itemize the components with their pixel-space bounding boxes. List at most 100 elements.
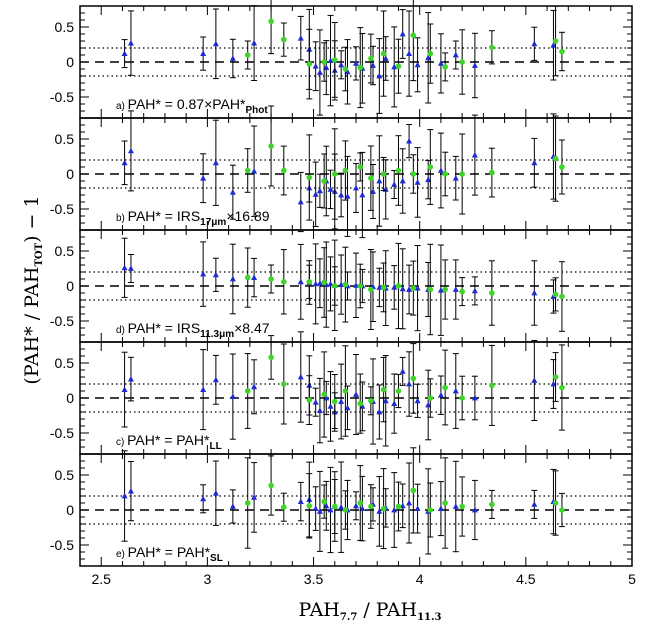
green-point bbox=[268, 143, 274, 149]
panel-label-2: d) PAH* = IRS11.3μm×8.47 bbox=[116, 320, 270, 340]
blue-point bbox=[316, 69, 323, 75]
blue-point bbox=[391, 400, 398, 406]
green-point bbox=[244, 52, 251, 58]
blue-point bbox=[297, 35, 304, 41]
blue-point bbox=[344, 193, 351, 199]
panel-frame bbox=[79, 453, 633, 567]
blue-point bbox=[212, 271, 219, 278]
panel-0: 0.5 0 -0.5 a) PAH* = 0.87×PAH*Phot bbox=[50, 0, 633, 119]
blue-point bbox=[316, 508, 323, 514]
blue-point bbox=[297, 278, 304, 285]
blue-point bbox=[127, 147, 134, 154]
green-point bbox=[342, 66, 349, 72]
blue-point bbox=[452, 286, 459, 292]
x-axis-title: PAH7.7 / PAH11.3 bbox=[299, 599, 442, 623]
green-point bbox=[331, 57, 338, 63]
green-point bbox=[244, 274, 251, 281]
green-point bbox=[321, 391, 327, 398]
blue-point bbox=[406, 137, 413, 144]
green-point bbox=[342, 388, 349, 394]
green-point bbox=[410, 32, 417, 39]
green-point bbox=[357, 283, 364, 289]
green-point bbox=[427, 395, 434, 401]
x-tick-label: 5 bbox=[628, 571, 636, 587]
panel-label-sub: Phot bbox=[245, 105, 268, 116]
green-point bbox=[410, 171, 417, 177]
blue-point bbox=[359, 403, 366, 409]
blue-point bbox=[327, 186, 334, 192]
blue-point bbox=[406, 286, 413, 292]
blue-point bbox=[471, 287, 478, 294]
green-point bbox=[281, 381, 287, 387]
green-point bbox=[331, 283, 338, 289]
green-point bbox=[342, 507, 349, 513]
panel-label-suffix: ×8.47 bbox=[234, 320, 270, 336]
blue-point bbox=[316, 280, 323, 286]
blue-point bbox=[406, 499, 413, 506]
blue-point bbox=[391, 284, 398, 290]
blue-point bbox=[316, 187, 323, 194]
green-point bbox=[380, 50, 387, 57]
blue-point bbox=[212, 40, 219, 47]
blue-point bbox=[359, 191, 366, 198]
blue-point bbox=[212, 159, 219, 166]
blue-point bbox=[531, 377, 538, 383]
green-point bbox=[459, 171, 465, 177]
x-tick-labels: 2.5 3 3.5 4 4.5 5 bbox=[91, 571, 636, 587]
green-point bbox=[331, 171, 338, 177]
blue-point bbox=[376, 72, 383, 79]
green-point bbox=[268, 276, 274, 282]
green-point bbox=[442, 500, 448, 506]
green-point bbox=[357, 64, 364, 71]
blue-point bbox=[550, 380, 557, 387]
blue-point bbox=[212, 376, 219, 383]
x-tick-label: 3.5 bbox=[304, 571, 324, 587]
blue-point bbox=[121, 386, 128, 392]
panel-label-3: c) PAH* = PAH*LL bbox=[116, 432, 222, 452]
blue-point bbox=[200, 270, 207, 277]
green-point bbox=[368, 286, 374, 293]
blue-point bbox=[229, 275, 236, 282]
x-tick-label: 4.5 bbox=[516, 571, 536, 587]
blue-point bbox=[327, 57, 334, 63]
x-tick-label: 2.5 bbox=[91, 571, 111, 587]
blue-point bbox=[369, 188, 376, 194]
y-tick-label: 0 bbox=[66, 390, 74, 406]
blue-point bbox=[531, 289, 538, 296]
blue-point bbox=[425, 54, 432, 61]
green-point bbox=[459, 59, 465, 65]
blue-point bbox=[406, 50, 413, 56]
green-point bbox=[410, 285, 417, 291]
blue-point bbox=[338, 281, 345, 287]
green-point bbox=[380, 171, 387, 177]
green-point bbox=[489, 290, 495, 296]
green-point bbox=[427, 164, 434, 170]
panel-label-suffix: ×16.89 bbox=[226, 208, 269, 224]
green-point bbox=[395, 167, 402, 174]
blue-point bbox=[531, 40, 538, 47]
panel-letter: a) bbox=[116, 101, 128, 112]
panel-letter: c) bbox=[116, 437, 127, 448]
green-point bbox=[427, 50, 434, 57]
blue-point bbox=[353, 502, 359, 509]
blue-point bbox=[251, 383, 258, 390]
y-title-sub: TOT bbox=[34, 242, 45, 266]
blue-point bbox=[251, 39, 258, 46]
blue-point bbox=[452, 51, 459, 58]
panel-label-main: PAH* = PAH* bbox=[128, 544, 211, 560]
blue-point bbox=[353, 184, 359, 191]
green-point bbox=[552, 500, 559, 506]
blue-point bbox=[353, 60, 359, 66]
blue-point bbox=[550, 42, 557, 48]
panel-label-sub: 11.3μm bbox=[200, 329, 234, 340]
blue-point bbox=[414, 505, 421, 511]
green-point bbox=[342, 167, 349, 174]
blue-point bbox=[471, 506, 478, 513]
blue-point bbox=[323, 64, 330, 70]
green-point bbox=[552, 291, 559, 298]
green-point bbox=[281, 504, 287, 511]
blue-point bbox=[399, 30, 406, 37]
y-tick-label: -0.5 bbox=[50, 201, 74, 217]
blue-point bbox=[338, 61, 345, 68]
